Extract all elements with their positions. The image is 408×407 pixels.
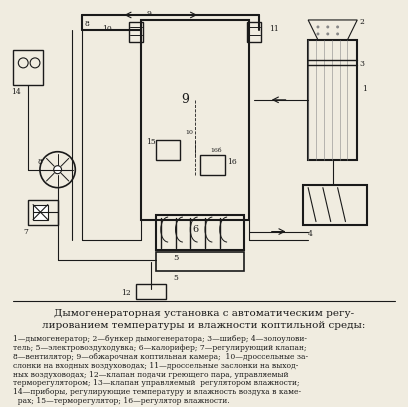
Text: 16б: 16б (210, 148, 222, 153)
Circle shape (317, 26, 319, 28)
Text: 4: 4 (308, 230, 313, 238)
Circle shape (326, 26, 329, 28)
Text: 14: 14 (11, 88, 21, 96)
Bar (141, 20, 249, 220)
Text: 7: 7 (23, 228, 28, 236)
Text: 9: 9 (182, 93, 189, 106)
Text: 5: 5 (173, 254, 178, 262)
Polygon shape (33, 205, 48, 220)
Text: 8—вентилятор; 9—обжарочная коптильная камера;  10—дроссельные за-: 8—вентилятор; 9—обжарочная коптильная ка… (13, 353, 308, 361)
Circle shape (326, 33, 329, 35)
Text: 16: 16 (228, 158, 237, 166)
Bar (129, 22, 143, 42)
Text: 14—приборы, регулирующие температуру и влажность воздуха в каме-: 14—приборы, регулирующие температуру и в… (13, 388, 302, 396)
Text: 8: 8 (84, 20, 89, 28)
Text: рах; 15—терморегулятор; 16—регулятор влажности.: рах; 15—терморегулятор; 16—регулятор вла… (13, 397, 230, 405)
Text: 3: 3 (359, 60, 364, 68)
Text: лированием температуры и влажности коптильной среды:: лированием температуры и влажности копти… (42, 322, 366, 330)
Bar (13, 50, 43, 85)
Circle shape (317, 33, 319, 35)
Text: 5: 5 (173, 274, 178, 282)
Text: 12: 12 (122, 289, 131, 298)
Bar (156, 252, 244, 271)
Bar (200, 155, 225, 175)
Text: терморегулятором; 13—клапан управляемый  регулятором влажности;: терморегулятором; 13—клапан управляемый … (13, 379, 300, 387)
Text: Дымогенераторная установка с автоматическим регу-: Дымогенераторная установка с автоматичес… (54, 309, 354, 318)
Bar (303, 185, 367, 225)
Circle shape (336, 33, 339, 35)
Text: 1: 1 (362, 85, 367, 93)
Bar (247, 22, 261, 42)
Text: 10: 10 (102, 25, 112, 33)
Bar (308, 40, 357, 160)
Bar (136, 284, 166, 300)
Bar (156, 214, 244, 249)
Bar (28, 199, 58, 225)
Text: 8: 8 (38, 158, 43, 166)
Text: 10: 10 (185, 130, 193, 135)
Circle shape (54, 166, 62, 174)
Text: 9: 9 (146, 10, 151, 18)
Bar (156, 140, 180, 160)
Text: 2: 2 (359, 18, 364, 26)
Text: 6: 6 (192, 225, 198, 234)
Text: 15: 15 (146, 138, 156, 146)
Text: 1—дымогенератор; 2—бункер дымогенератора; 3—шибер; 4—золоулови-: 1—дымогенератор; 2—бункер дымогенератора… (13, 335, 307, 344)
Text: 11: 11 (269, 25, 279, 33)
Text: тель; 5—электровоздуходувка; 6—калорифер; 7—регулирующий клапан;: тель; 5—электровоздуходувка; 6—калорифер… (13, 344, 307, 352)
Circle shape (336, 26, 339, 28)
Text: слонки на входных воздуховодах; 11—дроссельные заслонки на выход-: слонки на входных воздуховодах; 11—дросс… (13, 362, 299, 370)
Text: ных воздуховодах; 12—клапан подачи греющего пара, управляемый: ных воздуховодах; 12—клапан подачи греющ… (13, 370, 289, 379)
